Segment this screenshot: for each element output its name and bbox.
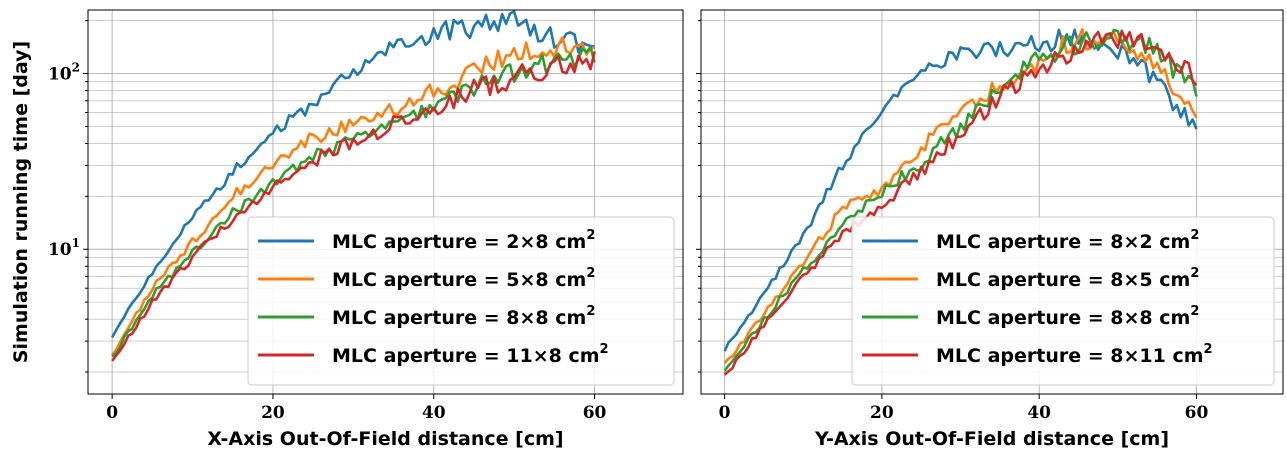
- axes-frame: [700, 9, 1284, 395]
- series-line: [723, 28, 1198, 352]
- legend-box: [247, 216, 675, 386]
- x-tick-label: 40: [1027, 403, 1051, 423]
- x-tick-label: 0: [106, 403, 118, 423]
- y-tick-label: 101: [48, 236, 80, 260]
- left-panel: 0 20 40 60 101 102 X-Axis Out-Of-Field distanc…: [10, 9, 684, 450]
- series-line: [111, 36, 595, 356]
- series-line: [723, 29, 1198, 376]
- legend-label: MLC aperture = 8×5 cm2: [936, 266, 1199, 291]
- legend-label: MLC aperture = 8×8 cm2: [332, 304, 595, 329]
- legend-label: MLC aperture = 8×11 cm2: [936, 342, 1213, 367]
- x-tick-label: 60: [583, 403, 607, 423]
- x-tick-label: 20: [870, 403, 894, 423]
- x-tick-label: 60: [1185, 403, 1209, 423]
- series-line: [110, 10, 595, 339]
- x-tick-label: 0: [719, 403, 731, 423]
- axes-frame: [87, 9, 684, 395]
- legend-label: MLC aperture = 8×2 cm2: [936, 228, 1199, 253]
- series-line: [723, 27, 1198, 364]
- legend-label: MLC aperture = 8×8 cm2: [936, 304, 1199, 329]
- legend: MLC aperture = 8×2 cm2 MLC aperture = 8×5…: [851, 216, 1275, 386]
- x-tick-label: 20: [261, 403, 285, 423]
- legend-label: MLC aperture = 2×8 cm2: [332, 228, 595, 253]
- x-tick-label: 40: [422, 403, 446, 423]
- series-line: [723, 28, 1198, 372]
- legend: MLC aperture = 2×8 cm2 MLC aperture = 5×8…: [247, 216, 675, 386]
- series-line: [111, 51, 596, 362]
- legend-label: MLC aperture = 11×8 cm2: [332, 342, 609, 367]
- legend-label: MLC aperture = 5×8 cm2: [332, 266, 595, 291]
- legend-box: [851, 216, 1275, 386]
- right-panel: 0 20 40 60 Y-Axis Out-Of-Field distance [cm]…: [696, 9, 1284, 450]
- x-axis-title: Y-Axis Out-Of-Field distance [cm]: [814, 428, 1169, 450]
- y-tick-label: 102: [48, 61, 80, 85]
- y-axis-title: Simulation running time [day]: [10, 41, 32, 363]
- x-axis-title: X-Axis Out-Of-Field distance [cm]: [207, 428, 563, 450]
